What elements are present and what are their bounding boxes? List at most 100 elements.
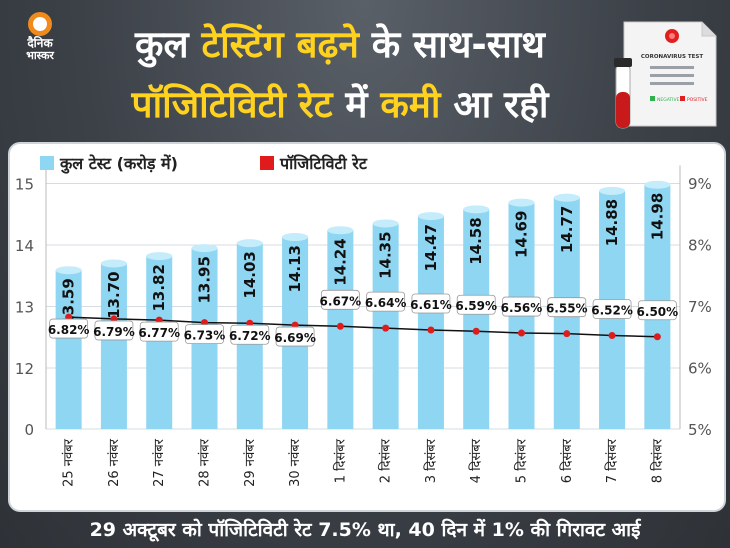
legend-bar-swatch [40, 156, 54, 170]
positivity-value-label: 6.67% [320, 294, 362, 308]
positivity-label-box [411, 293, 451, 314]
positivity-label-box [547, 297, 587, 318]
bar-cap [599, 186, 626, 195]
positivity-label-box [139, 321, 179, 342]
x-axis-label: 3 दिसंबर [423, 438, 439, 483]
headline-line2: पॉजिटिविटी रेट में कमी आ रही [60, 82, 620, 128]
left-axis-tick-label: 12 [15, 360, 34, 378]
positivity-value-label: 6.56% [501, 301, 543, 315]
left-axis-tick-label: 14 [15, 237, 34, 255]
bar [146, 256, 173, 429]
bar-cap [417, 212, 444, 221]
headline-part: में [332, 83, 381, 126]
bar-value-label: 14.24 [331, 238, 349, 285]
right-axis-tick-label: 7% [688, 298, 712, 316]
x-axis-label: 26 नवंबर [107, 438, 122, 487]
legend-line-label: पॉजिटिविटी रेट [279, 154, 368, 173]
headline-highlight: पॉजिटिविटी रेट [131, 83, 333, 126]
positivity-point [563, 330, 571, 338]
x-axis-label: 1 दिसंबर [332, 438, 348, 483]
positivity-label-box [366, 291, 406, 312]
x-axis-label: 28 नवंबर [198, 438, 213, 487]
x-axis-label: 5 दिसंबर [514, 438, 530, 483]
x-axis-label: 6 दिसंबर [559, 438, 575, 483]
sun-icon [28, 12, 52, 36]
bar-value-label: 13.82 [150, 264, 168, 311]
logo-line2: भास्कर [26, 49, 54, 62]
left-axis-tick-label: 0 [24, 421, 34, 439]
positivity-value-label: 6.55% [546, 302, 588, 316]
positivity-label-box [94, 320, 134, 341]
bar-value-label: 14.13 [286, 245, 304, 292]
positivity-value-label: 6.59% [455, 299, 497, 313]
x-axis-label: 7 दिसंबर [604, 438, 620, 483]
headline-line1: कुल टेस्टिंग बढ़ने के साथ-साथ [60, 22, 620, 68]
positivity-label-box [637, 300, 677, 321]
positivity-point [382, 324, 390, 332]
x-axis-label: 8 दिसंबर [649, 438, 665, 483]
bar-cap [100, 259, 127, 268]
headline-highlight: टेस्टिंग बढ़ने [201, 23, 359, 66]
bar-cap [508, 198, 535, 207]
header: दैनिक भास्कर कुल टेस्टिंग बढ़ने के साथ-स… [0, 0, 730, 140]
headline-highlight: कमी [380, 83, 441, 126]
bar-value-label: 14.47 [422, 224, 440, 271]
bar-value-label: 13.95 [196, 256, 214, 303]
right-axis-tick-label: 8% [688, 237, 712, 255]
x-axis-label: 30 नवंबर [288, 438, 303, 487]
positivity-point [608, 332, 616, 340]
positivity-value-label: 6.61% [410, 298, 452, 312]
positivity-point [427, 326, 435, 334]
positivity-point [653, 333, 661, 341]
positivity-value-label: 6.82% [48, 323, 90, 337]
coronavirus-test-document-icon: CORONAVIRUS TEST NEGATIVE POSITIVE [614, 21, 717, 129]
bar-value-label: 13.70 [105, 271, 123, 318]
positivity-label-box [275, 326, 315, 347]
left-axis-tick-label: 15 [15, 176, 34, 194]
bar-value-label: 14.35 [377, 231, 395, 278]
bar-cap [146, 252, 173, 261]
bar [463, 209, 490, 429]
positivity-point [518, 329, 525, 337]
brand-logo: दैनिक भास्कर [10, 12, 70, 62]
bar-cap [55, 266, 82, 275]
positivity-value-label: 6.77% [138, 326, 180, 340]
positivity-label-box [456, 294, 496, 315]
positivity-label-box [502, 296, 541, 317]
positivity-value-label: 6.72% [229, 329, 271, 343]
positivity-value-label: 6.64% [365, 296, 407, 310]
bar-value-label: 13.59 [60, 278, 78, 325]
bar [417, 216, 444, 429]
positivity-value-label: 6.52% [591, 304, 633, 318]
left-axis-tick-label: 13 [15, 299, 34, 317]
bar [100, 263, 127, 429]
headline-part: के साथ-साथ [358, 23, 545, 66]
chart-card: 0 12 13 14 15 5% 6% 7% 8% 9% कुल टेस्ट (करोड़ में)… [8, 142, 726, 512]
positivity-value-label: 6.50% [637, 305, 679, 319]
bar-cap [644, 180, 671, 189]
doc-positive: POSITIVE [687, 97, 708, 103]
bar [55, 270, 82, 429]
bar-cap [236, 239, 263, 248]
bar-cap [372, 219, 399, 228]
positivity-label-box [320, 289, 360, 310]
positivity-point [472, 327, 480, 335]
positivity-value-label: 6.79% [93, 325, 135, 339]
x-axis-label: 29 नवंबर [243, 438, 258, 487]
x-axis-label: 25 नवंबर [62, 438, 77, 487]
bar-value-label: 14.58 [467, 217, 485, 264]
doc-title: CORONAVIRUS TEST [641, 54, 703, 60]
headline-part: कुल [135, 23, 202, 66]
positivity-label-box [185, 324, 224, 345]
headline-part: आ रही [440, 83, 549, 126]
bar-value-label: 14.69 [513, 211, 531, 258]
bar-value-label: 14.98 [648, 193, 666, 240]
right-axis-tick-label: 9% [688, 175, 712, 193]
combo-chart: 0 12 13 14 15 5% 6% 7% 8% 9% कुल टेस्ट (करोड़ में)… [15, 154, 712, 487]
bar-cap [463, 205, 490, 214]
positivity-line [68, 316, 658, 338]
bar-cap [327, 226, 354, 235]
positivity-value-label: 6.73% [184, 329, 226, 343]
legend-bar-label: कुल टेस्ट (करोड़ में) [59, 154, 178, 174]
legend-line-swatch [260, 156, 274, 170]
